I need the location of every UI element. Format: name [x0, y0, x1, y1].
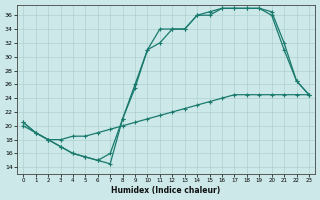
X-axis label: Humidex (Indice chaleur): Humidex (Indice chaleur)	[111, 186, 221, 195]
